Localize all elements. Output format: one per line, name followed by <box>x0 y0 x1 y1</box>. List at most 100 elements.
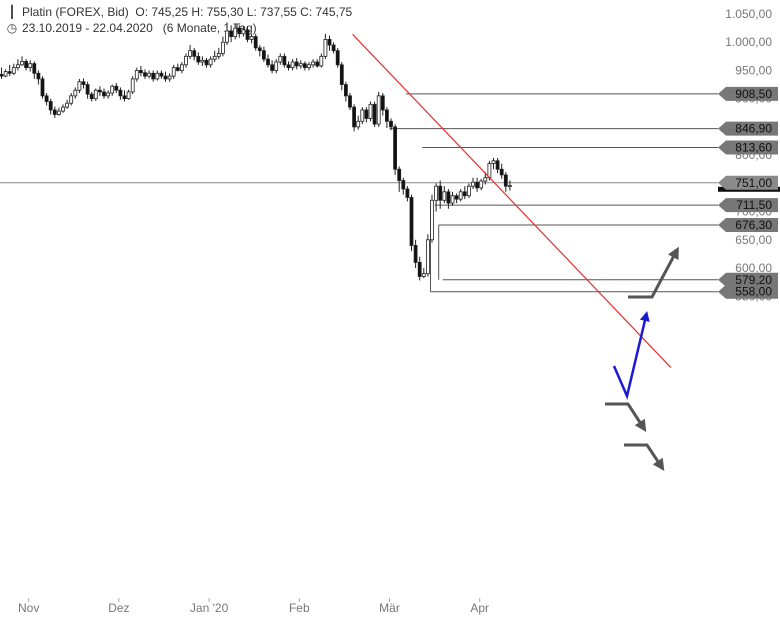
x-tick-label: Apr <box>470 601 489 615</box>
candle-body <box>483 177 488 182</box>
ohlc-readout: O: 745,25 H: 755,30 L: 737,55 C: 745,75 <box>135 5 353 19</box>
candle-body <box>69 95 74 104</box>
level-tag-shape <box>718 86 778 101</box>
x-tick-label: Dez <box>108 601 129 615</box>
candle-body <box>397 168 402 181</box>
y-tick-label: 650,00 <box>735 233 772 247</box>
candle-body <box>393 126 398 170</box>
candle-body <box>475 181 480 189</box>
level-tag-shape <box>718 121 778 136</box>
candle-body <box>331 44 336 52</box>
candle-body <box>200 59 205 63</box>
candle-body <box>507 185 512 188</box>
candle-body <box>384 109 389 122</box>
candle-body <box>446 191 451 204</box>
candle-body <box>356 120 361 128</box>
candle-body <box>278 55 283 63</box>
candle-body <box>138 70 143 74</box>
candle-body <box>0 74 4 77</box>
level-tag-label: 558,00 <box>735 285 772 299</box>
candle-body <box>93 89 98 100</box>
candle-body <box>65 102 69 108</box>
x-tick-label: Feb <box>289 601 310 615</box>
candle-body <box>409 197 414 246</box>
candle-body <box>368 103 373 119</box>
candle-body <box>179 64 184 71</box>
candle-body <box>52 109 57 115</box>
candle-body <box>503 174 508 187</box>
bearish-scenario-arrow-1 <box>605 402 647 433</box>
candle-body <box>302 63 307 69</box>
candle-body <box>192 50 197 57</box>
candle-body <box>466 185 471 197</box>
candle-body <box>40 78 45 97</box>
candle-body <box>57 110 61 115</box>
candle-body <box>167 75 172 80</box>
candle-body <box>401 180 406 190</box>
candle-body <box>360 109 365 122</box>
candle-body <box>261 50 266 60</box>
date-range: 23.10.2019 - 22.04.2020 <box>22 21 153 35</box>
candle-body <box>106 92 110 97</box>
candle-body <box>298 63 303 67</box>
candle-body <box>7 71 12 74</box>
period-label: (6 Monate, 1 Tag) <box>162 21 257 35</box>
candle-body <box>48 101 53 111</box>
level-tag-shape <box>718 198 778 213</box>
candle-body <box>339 64 344 85</box>
candle-body <box>114 85 119 91</box>
level-tag-label: 676,30 <box>735 218 772 232</box>
y-axis: 1.050,001.000,00950,00900,00850,00800,00… <box>725 7 772 303</box>
candle-body <box>450 195 455 204</box>
candle-body <box>413 245 418 263</box>
candle-body <box>294 61 299 67</box>
candle-body <box>204 59 209 66</box>
current-price-tag-shape <box>718 175 778 190</box>
level-tag-label: 711,50 <box>736 198 772 212</box>
candle-body <box>290 61 295 69</box>
level-tag-label: 908,50 <box>735 87 772 101</box>
candle-body <box>118 89 123 97</box>
candle-body <box>343 84 348 97</box>
candle-body <box>319 55 324 67</box>
candle-body <box>147 72 152 77</box>
candle-body <box>421 273 426 277</box>
candle-body <box>28 63 33 69</box>
bullish-scenario-arrow <box>628 246 679 299</box>
candle-body <box>134 70 139 80</box>
candle-body <box>3 71 8 77</box>
chart-title-row: ┃ Platin (FOREX, Bid) O: 745,25 H: 755,30… <box>6 5 352 19</box>
candle-body <box>380 95 385 111</box>
level-tag-label: 846,90 <box>735 122 772 136</box>
x-axis: Nov Dez Jan '20 Feb Mär Apr <box>18 598 489 615</box>
candle-body <box>253 36 258 49</box>
candle-body <box>73 89 78 97</box>
candle-body <box>442 191 447 201</box>
candle-body <box>438 185 443 201</box>
price-tags: 908,50 846,90 813,60 711,50 676,30 579,20558,… <box>718 86 780 299</box>
candle-body <box>188 50 193 57</box>
candle-body <box>11 67 16 74</box>
level-tag-shape <box>718 217 778 232</box>
candle-body <box>417 261 422 277</box>
candle-body <box>315 61 320 67</box>
candle-body <box>225 30 229 43</box>
candle-body <box>36 72 41 80</box>
candle-body <box>216 53 221 57</box>
candle-body <box>454 195 459 200</box>
candle-body <box>20 61 24 66</box>
candle-body <box>335 50 340 66</box>
candle-body <box>208 58 213 66</box>
candle-body <box>241 29 246 35</box>
chart-range-row: ◷ 23.10.2019 - 22.04.2020 (6 Monate, 1 Ta… <box>6 21 257 35</box>
candle-body <box>61 106 65 112</box>
candle-body <box>130 78 135 93</box>
candle-body <box>266 58 270 66</box>
candle-body <box>405 188 410 198</box>
level-tag-label: 813,60 <box>735 140 772 154</box>
candle-body <box>434 185 439 201</box>
candle-body <box>458 191 463 200</box>
bearish-scenario-arrow-2 <box>624 443 665 471</box>
candle-body <box>495 160 500 170</box>
